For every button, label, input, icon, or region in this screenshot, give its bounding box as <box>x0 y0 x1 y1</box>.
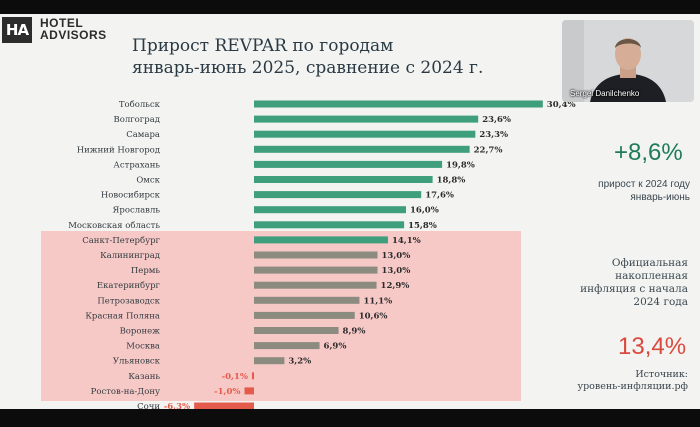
category-label: Московская область <box>68 220 160 231</box>
growth-value: +8,6% <box>614 139 683 166</box>
logo-mark: HA <box>2 17 32 43</box>
value-label: 15,8% <box>408 221 437 231</box>
category-label: Ярославль <box>113 206 161 216</box>
bar <box>254 281 377 289</box>
bar <box>254 100 543 108</box>
inflation-caption: Официальная накопленная инфляция с начал… <box>560 257 688 309</box>
category-label: Екатеринбург <box>97 280 161 291</box>
value-label: -1,0% <box>214 387 240 397</box>
bar <box>254 191 422 199</box>
value-label: 17,6% <box>425 191 454 201</box>
value-label: -6,3% <box>164 402 190 409</box>
source-line-1: Источник: <box>635 369 688 380</box>
slide: HA HOTEL ADVISORS Прирост REVPAR по горо… <box>0 14 700 409</box>
value-label: 23,6% <box>482 115 511 125</box>
chart-subtitle: январь-июнь 2025, сравнение с 2024 г. <box>132 58 484 78</box>
category-label: Пермь <box>131 266 160 276</box>
category-label: Санкт-Петербург <box>82 235 160 246</box>
participant-name: Sergei Danilchenko <box>570 89 640 98</box>
bar <box>254 342 320 350</box>
category-label: Москва <box>126 342 160 352</box>
growth-caption: прирост к 2024 году январь-июнь <box>570 178 690 204</box>
value-label: 30,4% <box>547 100 576 110</box>
logo-text: HOTEL ADVISORS <box>40 17 107 41</box>
chart-title: Прирост REVPAR по городам <box>132 36 394 56</box>
value-label: 12,9% <box>381 281 410 291</box>
bar <box>252 372 254 380</box>
value-label: 8,9% <box>343 327 366 337</box>
category-label: Астрахань <box>113 160 160 170</box>
bar <box>244 387 254 395</box>
video-participant-image <box>562 20 694 102</box>
value-label: 11,1% <box>363 296 392 306</box>
category-label: Калининград <box>100 251 160 261</box>
category-label: Красная Поляна <box>85 311 160 321</box>
category-label: Ульяновск <box>113 357 161 367</box>
bar <box>254 221 405 229</box>
inflation-line-1: Официальная <box>611 257 688 269</box>
value-label: 13,0% <box>382 266 411 276</box>
bar <box>254 327 339 334</box>
category-label: Волгоград <box>113 115 160 125</box>
growth-caption-line-2: январь-июнь <box>630 192 690 203</box>
value-label: 18,8% <box>437 176 466 186</box>
value-label: 23,3% <box>479 130 508 140</box>
logo-line-2: ADVISORS <box>40 28 107 42</box>
value-label: 6,9% <box>324 342 347 352</box>
category-label: Нижний Новгород <box>77 145 160 155</box>
value-label: 14,1% <box>392 236 421 246</box>
category-label: Самара <box>126 130 160 140</box>
revpar-bar-chart: Тобольск 30,4% Волгоград 23,6% Самара 23,3% Ни… <box>68 99 576 409</box>
bar <box>254 357 285 365</box>
inflation-line-3: инфляция с начала <box>580 283 688 295</box>
value-label: 13,0% <box>382 251 411 261</box>
video-tile[interactable]: Sergei Danilchenko <box>562 20 694 102</box>
value-label: 22,7% <box>474 145 503 155</box>
bar <box>254 145 470 153</box>
value-label: 10,6% <box>359 311 388 321</box>
category-label: Ростов-на-Дону <box>91 387 160 397</box>
bar <box>254 115 479 123</box>
category-label: Воронеж <box>120 327 161 337</box>
category-label: Сочи <box>137 402 160 409</box>
logo-line-1: HOTEL <box>40 16 84 30</box>
value-label: 19,8% <box>446 160 475 170</box>
bar <box>254 236 388 244</box>
value-label: 16,0% <box>410 206 439 216</box>
bar <box>254 130 476 138</box>
inflation-line-4: 2024 года <box>633 296 688 308</box>
bar <box>254 206 406 214</box>
value-label: 3,2% <box>288 357 311 367</box>
inflation-line-2: накопленная <box>615 270 688 282</box>
category-label: Новосибирск <box>101 190 161 201</box>
bar <box>254 176 433 183</box>
bar <box>254 296 360 304</box>
category-label: Тобольск <box>119 99 161 110</box>
bar <box>194 402 254 409</box>
category-label: Петрозаводск <box>97 296 160 306</box>
source-caption: Источник: уровень-инфляции.рф <box>560 369 688 393</box>
bar <box>254 266 378 274</box>
category-label: Омск <box>136 176 160 186</box>
bar <box>254 160 443 168</box>
category-label: Казань <box>128 372 160 382</box>
bar <box>254 251 378 259</box>
growth-caption-line-1: прирост к 2024 году <box>598 179 690 190</box>
bar <box>254 311 355 319</box>
source-line-2: уровень-инфляции.рф <box>577 381 688 392</box>
inflation-value: 13,4% <box>618 333 687 360</box>
value-label: -0,1% <box>222 372 248 382</box>
